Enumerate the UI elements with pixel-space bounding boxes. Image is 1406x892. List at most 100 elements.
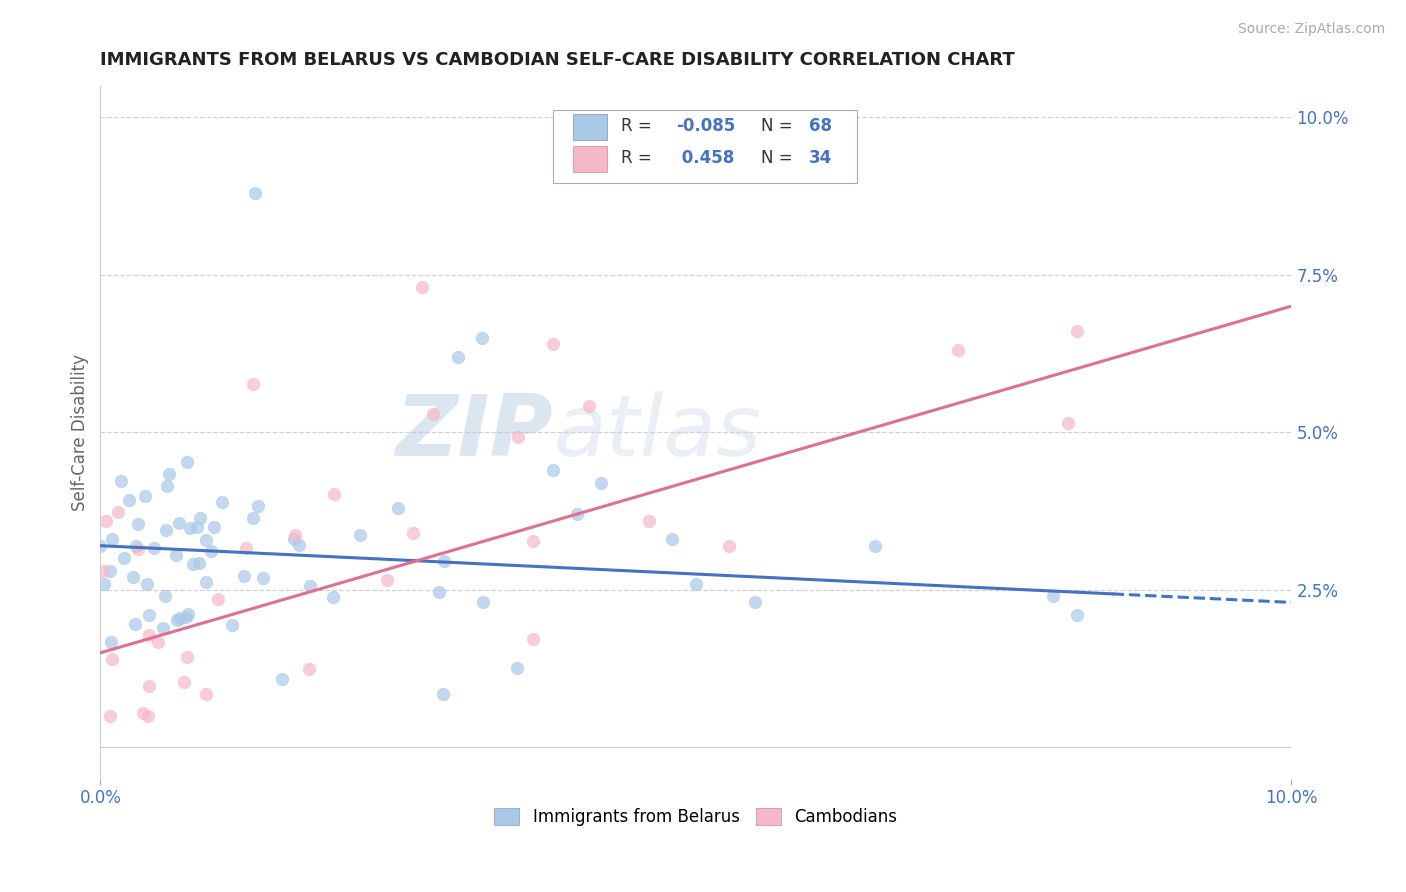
Point — [195, 574, 218, 589]
FancyBboxPatch shape — [574, 145, 606, 172]
Point — [194, 688, 217, 702]
Point — [135, 577, 157, 591]
Point — [207, 592, 229, 607]
Text: R =: R = — [621, 118, 657, 136]
Point — [402, 525, 425, 540]
Point — [169, 611, 191, 625]
Point — [661, 533, 683, 547]
Point — [176, 649, 198, 664]
Point — [110, 474, 132, 488]
Point — [1042, 589, 1064, 603]
Point — [155, 589, 177, 603]
Point — [122, 570, 145, 584]
Point — [349, 528, 371, 542]
Point — [188, 557, 211, 571]
Point — [287, 539, 309, 553]
Text: N =: N = — [762, 118, 799, 136]
FancyBboxPatch shape — [574, 114, 606, 140]
Point — [271, 672, 294, 686]
Point — [565, 507, 588, 521]
Point — [100, 635, 122, 649]
Point — [186, 519, 208, 533]
Point — [522, 534, 544, 549]
Point — [298, 579, 321, 593]
Point — [157, 467, 180, 481]
Point — [188, 510, 211, 524]
Point — [136, 709, 159, 723]
Point — [1066, 324, 1088, 338]
Point — [637, 514, 659, 528]
Point — [101, 533, 124, 547]
Point — [124, 616, 146, 631]
Point — [322, 590, 344, 604]
Point — [98, 709, 121, 723]
Point — [422, 407, 444, 421]
Point — [447, 350, 470, 364]
Point — [195, 533, 218, 548]
Point — [233, 569, 256, 583]
Point — [127, 541, 149, 556]
Point — [107, 505, 129, 519]
Point — [89, 539, 111, 553]
Text: 0.458: 0.458 — [676, 149, 734, 168]
Point — [156, 479, 179, 493]
Text: atlas: atlas — [553, 391, 761, 474]
Point — [508, 430, 530, 444]
Point — [522, 632, 544, 646]
Point — [173, 675, 195, 690]
Y-axis label: Self-Care Disability: Self-Care Disability — [72, 354, 89, 511]
Point — [411, 280, 433, 294]
Point — [298, 662, 321, 676]
Point — [138, 679, 160, 693]
Point — [323, 487, 346, 501]
Point — [235, 541, 257, 555]
Point — [685, 576, 707, 591]
Point — [1066, 607, 1088, 622]
Point — [132, 706, 155, 720]
Point — [166, 613, 188, 627]
Point — [717, 539, 740, 553]
Point — [252, 571, 274, 585]
Point — [211, 495, 233, 509]
Point — [427, 585, 450, 599]
Text: IMMIGRANTS FROM BELARUS VS CAMBODIAN SELF-CARE DISABILITY CORRELATION CHART: IMMIGRANTS FROM BELARUS VS CAMBODIAN SEL… — [100, 51, 1015, 69]
Legend: Immigrants from Belarus, Cambodians: Immigrants from Belarus, Cambodians — [488, 802, 904, 833]
Point — [541, 463, 564, 477]
Point — [101, 652, 124, 666]
Point — [167, 516, 190, 531]
FancyBboxPatch shape — [553, 110, 856, 183]
Point — [283, 532, 305, 546]
Point — [589, 475, 612, 490]
Point — [125, 539, 148, 553]
Text: N =: N = — [762, 149, 799, 168]
Point — [91, 564, 114, 578]
Text: -0.085: -0.085 — [676, 118, 735, 136]
Point — [127, 517, 149, 532]
Point — [242, 377, 264, 392]
Point — [152, 621, 174, 635]
Point — [744, 595, 766, 609]
Point — [155, 523, 177, 537]
Point — [375, 574, 398, 588]
Point — [863, 539, 886, 553]
Text: ZIP: ZIP — [395, 391, 553, 474]
Point — [506, 660, 529, 674]
Point — [138, 628, 160, 642]
Point — [200, 544, 222, 558]
Point — [247, 499, 270, 513]
Point — [176, 609, 198, 624]
Point — [202, 519, 225, 533]
Point — [181, 558, 204, 572]
Point — [118, 493, 141, 508]
Point — [93, 577, 115, 591]
Point — [166, 548, 188, 562]
Point — [98, 564, 121, 578]
Point — [245, 186, 267, 200]
Point — [179, 521, 201, 535]
Point — [134, 490, 156, 504]
Point — [143, 541, 166, 555]
Point — [284, 528, 307, 542]
Point — [471, 594, 494, 608]
Point — [387, 500, 409, 515]
Point — [112, 551, 135, 566]
